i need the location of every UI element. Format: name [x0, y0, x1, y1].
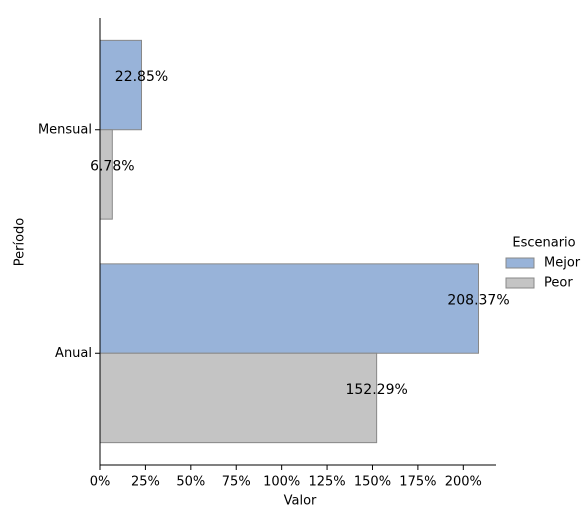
value-label: 22.85% — [115, 69, 168, 85]
x-tick-label: 100% — [263, 475, 300, 490]
x-tick-label: 50% — [176, 475, 205, 490]
legend-title: Escenario — [512, 236, 575, 251]
legend-label: Peor — [544, 276, 573, 291]
value-label: 152.29% — [345, 382, 407, 398]
legend-swatch — [505, 277, 535, 289]
bar — [99, 263, 480, 354]
x-tick-label: 0% — [90, 475, 111, 490]
value-label: 6.78% — [90, 158, 134, 174]
value-label: 208.37% — [447, 293, 509, 309]
legend-label: Mejor — [544, 256, 581, 271]
x-tick-label: 175% — [399, 475, 436, 490]
x-tick-label: 25% — [131, 475, 160, 490]
y-tick-label: Anual — [55, 346, 92, 361]
x-tick-label: 125% — [308, 475, 345, 490]
bar — [99, 352, 378, 444]
y-tick-label: Mensual — [38, 122, 92, 137]
x-tick-label: 75% — [222, 475, 251, 490]
x-axis-label: Valor — [284, 494, 317, 506]
y-axis-label: Período — [13, 218, 28, 267]
x-tick-label: 150% — [354, 475, 391, 490]
legend-swatch — [505, 257, 535, 269]
bar — [99, 39, 143, 131]
x-tick-label: 200% — [445, 475, 482, 490]
